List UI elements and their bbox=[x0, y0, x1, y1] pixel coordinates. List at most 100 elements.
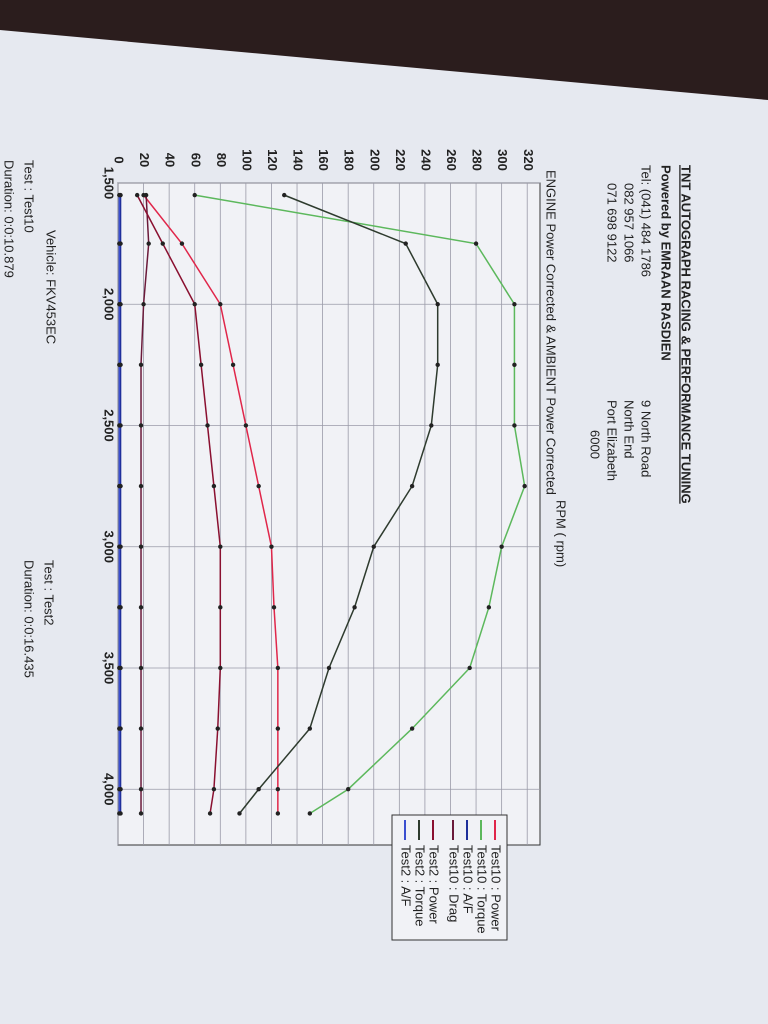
data-point bbox=[473, 241, 479, 246]
y-tick-label: 120 bbox=[265, 149, 280, 171]
data-point bbox=[275, 726, 281, 731]
header-powered: Powered by EMRAAN RASDIEN bbox=[659, 165, 674, 361]
data-point bbox=[218, 605, 223, 610]
data-point bbox=[256, 483, 261, 489]
data-point bbox=[215, 726, 220, 731]
x-tick-label: 3,000 bbox=[102, 530, 117, 563]
data-point bbox=[138, 787, 144, 792]
data-point bbox=[275, 787, 281, 792]
y-tick-label: 20 bbox=[137, 153, 152, 167]
data-point bbox=[143, 192, 149, 198]
data-point bbox=[237, 811, 242, 816]
data-point bbox=[218, 544, 223, 549]
data-point bbox=[117, 302, 122, 307]
x-tick-label: 1,500 bbox=[102, 167, 117, 200]
address-line: North End bbox=[622, 400, 637, 459]
data-point bbox=[269, 544, 274, 549]
address-line: Port Elizabeth bbox=[605, 400, 620, 481]
y-tick-label: 40 bbox=[163, 153, 178, 167]
data-point bbox=[117, 811, 122, 816]
data-point bbox=[138, 423, 144, 428]
phone: 082 957 1066 bbox=[622, 183, 637, 263]
legend-label: Test2 : Power bbox=[427, 845, 442, 924]
data-point bbox=[218, 302, 223, 307]
data-point bbox=[230, 362, 236, 368]
y-tick-label: 180 bbox=[342, 149, 357, 171]
data-point bbox=[429, 423, 434, 428]
duration: Duration: 0:0:10.879 bbox=[2, 160, 17, 278]
data-line bbox=[142, 194, 279, 814]
legend-label: Test10 : Drag bbox=[447, 845, 462, 922]
data-line bbox=[140, 195, 150, 814]
data-point bbox=[256, 787, 261, 792]
data-point bbox=[522, 483, 527, 489]
x-axis-label: RPM ( rpm) bbox=[554, 500, 569, 567]
data-point bbox=[271, 605, 277, 610]
data-line bbox=[238, 194, 439, 814]
phone: Tel: (041) 484 1786 bbox=[639, 165, 654, 277]
data-point bbox=[134, 192, 140, 198]
data-point bbox=[146, 241, 151, 246]
data-line bbox=[136, 194, 222, 814]
data-point bbox=[243, 423, 249, 428]
y-tick-label: 320 bbox=[521, 149, 536, 171]
vehicle: Vehicle: FKV453EC bbox=[44, 230, 59, 344]
data-point bbox=[117, 483, 122, 489]
x-tick-label: 3,500 bbox=[102, 652, 117, 685]
y-tick-label: 140 bbox=[291, 149, 306, 171]
x-tick-label: 2,000 bbox=[102, 288, 117, 321]
data-point bbox=[160, 241, 165, 246]
data-point bbox=[117, 192, 122, 198]
x-tick-label: 4,000 bbox=[102, 773, 117, 806]
y-tick-label: 260 bbox=[444, 149, 459, 171]
data-point bbox=[512, 362, 517, 368]
data-point bbox=[486, 605, 492, 610]
legend-label: Test2 : Torque bbox=[413, 845, 428, 926]
data-point bbox=[352, 605, 357, 610]
data-point bbox=[211, 483, 217, 489]
y-tick-label: 300 bbox=[495, 149, 510, 171]
data-point bbox=[141, 302, 146, 307]
data-point bbox=[192, 192, 197, 198]
data-point bbox=[138, 483, 144, 489]
data-point bbox=[275, 811, 281, 816]
y-tick-label: 200 bbox=[367, 149, 382, 171]
data-point bbox=[117, 665, 122, 671]
data-line bbox=[194, 194, 526, 815]
data-point bbox=[371, 544, 376, 549]
plot-area bbox=[117, 182, 541, 846]
data-point bbox=[138, 362, 144, 368]
data-point bbox=[282, 192, 287, 198]
data-point bbox=[512, 423, 517, 428]
data-point bbox=[117, 423, 122, 428]
data-point bbox=[409, 483, 415, 489]
y-tick-label: 280 bbox=[470, 149, 485, 171]
data-point bbox=[211, 787, 217, 792]
data-point bbox=[138, 605, 144, 610]
address-line: 6000 bbox=[588, 430, 603, 459]
data-point bbox=[179, 241, 185, 246]
data-point bbox=[499, 544, 504, 549]
data-point bbox=[403, 241, 408, 246]
data-point bbox=[467, 665, 472, 671]
legend-box bbox=[391, 814, 508, 941]
data-point bbox=[307, 811, 313, 816]
data-point bbox=[117, 544, 122, 549]
x-tick-label: 2,500 bbox=[102, 409, 117, 442]
data-point bbox=[138, 665, 144, 671]
test-name: Test : Test2 bbox=[42, 560, 57, 626]
y-tick-label: 100 bbox=[239, 149, 254, 171]
legend-label: Test10 : Power bbox=[489, 845, 504, 932]
data-point bbox=[345, 787, 351, 792]
chart-title: ENGINE Power Corrected & AMBIENT Power C… bbox=[544, 170, 559, 495]
data-point bbox=[218, 665, 223, 671]
data-point bbox=[275, 665, 281, 671]
data-point bbox=[512, 302, 517, 307]
data-point bbox=[117, 241, 122, 246]
y-tick-label: 220 bbox=[393, 149, 408, 171]
data-point bbox=[138, 811, 144, 816]
data-point bbox=[198, 362, 204, 368]
duration: Duration: 0:0:16.435 bbox=[22, 560, 37, 678]
